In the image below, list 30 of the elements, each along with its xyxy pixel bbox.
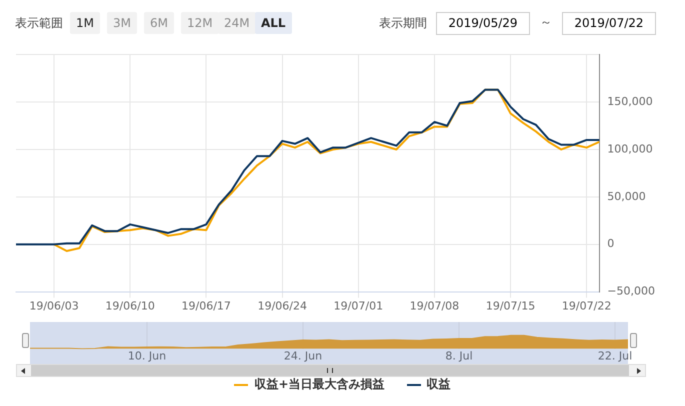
text: 表示範囲 — [15, 15, 63, 32]
x-tick-label: 19/07/22 — [562, 299, 612, 312]
x-tick-label: 22. Jul — [598, 349, 632, 362]
x-tick-label: 24. Jun — [284, 349, 322, 362]
x-tick-label: 19/07/01 — [334, 299, 384, 312]
x-tick-label: 19/06/17 — [182, 299, 231, 312]
y-tick-label: −50,000 — [607, 284, 656, 298]
y-tick-label: 100,000 — [607, 142, 653, 156]
y-tick-label: 50,000 — [607, 190, 646, 203]
legend-label: 収益 — [426, 376, 451, 393]
text: 2019/05/29 — [436, 12, 530, 35]
x-tick-label: 19/06/03 — [29, 299, 79, 312]
y-tick-label: 0 — [607, 237, 614, 250]
text: 1M — [70, 12, 100, 34]
text: 12M — [181, 12, 219, 34]
text: ALL — [255, 12, 292, 34]
text: 3M — [107, 12, 137, 34]
text: 6M — [144, 12, 174, 34]
x-tick-label: 19/06/10 — [105, 299, 155, 312]
text: 表示期間 — [379, 15, 427, 32]
x-tick-label: 10. Jun — [128, 349, 166, 362]
legend-label: 収益+当日最大含み損益 — [254, 376, 385, 393]
x-tick-label: 19/07/08 — [410, 299, 460, 312]
text: 24M — [218, 12, 256, 34]
text: 2019/07/22 — [562, 12, 656, 35]
text: ～ — [540, 14, 552, 31]
x-tick-label: 19/07/15 — [486, 299, 536, 312]
x-tick-label: 8. Jul — [445, 349, 473, 362]
x-tick-label: 19/06/24 — [258, 299, 307, 312]
y-tick-label: 150,000 — [607, 94, 653, 108]
